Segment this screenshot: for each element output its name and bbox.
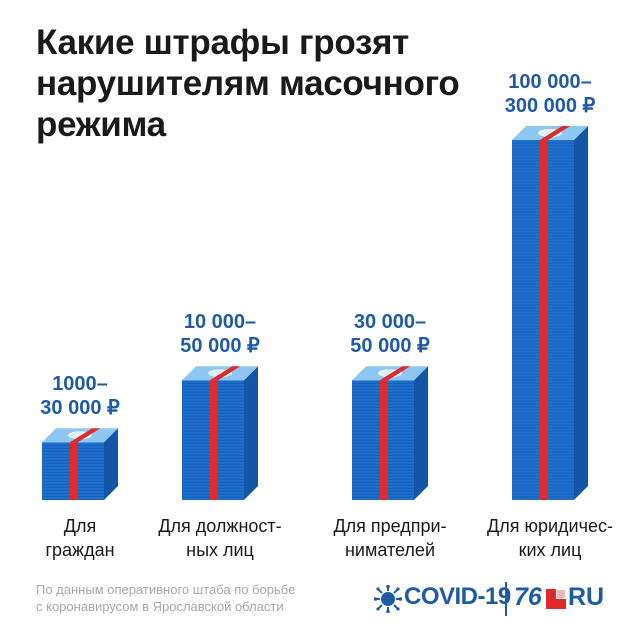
value-label: 10 000– (184, 311, 256, 333)
stack-band-top (539, 126, 571, 140)
value-label: 100 000– (508, 71, 591, 93)
category-label: Для юридичес- (487, 516, 613, 536)
value-label: 50 000 ₽ (180, 335, 260, 357)
stack-band (209, 380, 218, 500)
category-label: ных лиц (186, 540, 254, 560)
stack-band (379, 380, 388, 500)
stack-band-top (69, 428, 101, 443)
stack-band (539, 140, 548, 500)
site-logo-square-icon (546, 589, 566, 609)
value-label: 1000– (52, 373, 108, 395)
stack-side (104, 428, 118, 500)
stack-band (69, 442, 78, 500)
footer-logos: COVID-19 76 RU (374, 578, 624, 620)
logo-divider (505, 582, 507, 616)
value-label: 300 000 ₽ (505, 95, 596, 117)
site-logo: 76 RU (514, 583, 624, 615)
value-label: 50 000 ₽ (350, 335, 430, 357)
stack-side (414, 366, 428, 500)
category-label: Для должност- (158, 516, 281, 536)
category-label: Для предпри- (333, 516, 446, 536)
stack-side (244, 366, 258, 500)
category-label: граждан (45, 540, 114, 560)
title-line: режима (36, 105, 166, 144)
source-line: с коронавирусом в Ярославской области (36, 599, 284, 614)
value-label: 30 000 ₽ (40, 397, 120, 419)
money-stack (182, 366, 258, 500)
title-line: Какие штрафы грозят (36, 23, 410, 62)
virus-icon (374, 585, 402, 613)
covid-logo-text: COVID-19 (404, 583, 511, 610)
category-label: нимателей (345, 540, 435, 560)
stack-side (574, 126, 588, 500)
source-line: По данным оперативного штаба по борьбе (36, 582, 296, 597)
chart-title: Какие штрафы грозят нарушителям масочног… (36, 22, 506, 145)
value-label: 30 000– (354, 311, 426, 333)
site-logo-suffix: RU (568, 583, 605, 611)
site-logo-number: 76 (514, 583, 542, 611)
title-line: нарушителям масочного (36, 64, 460, 103)
stack-band-top (379, 366, 411, 381)
category-label: Для (64, 516, 96, 536)
money-stack (352, 366, 428, 500)
money-stack (512, 126, 588, 500)
stack-band-top (209, 366, 241, 381)
money-stack (42, 428, 118, 500)
category-label: ких лиц (519, 540, 582, 560)
source-note: По данным оперативного штаба по борьбе с… (36, 581, 336, 615)
